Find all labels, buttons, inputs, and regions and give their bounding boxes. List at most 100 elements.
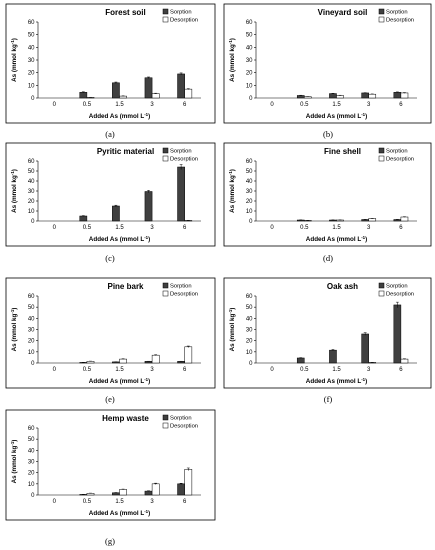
sorption-bar: [112, 361, 120, 364]
y-tick-label: 0: [31, 96, 35, 102]
sorption-bar: [296, 95, 305, 99]
legend-label: Sorption: [386, 149, 408, 155]
x-tick-label: 3: [367, 367, 371, 373]
x-tick-label: 0: [53, 367, 57, 373]
y-tick-label: 60: [246, 159, 253, 165]
x-tick-label: 0.5: [300, 102, 309, 108]
desorption-bar: [184, 469, 193, 496]
legend-swatch-sorption: [162, 8, 169, 15]
sorption-bar: [144, 490, 153, 496]
panel-frame: [5, 409, 216, 521]
y-axis-title: As (mmol kg-1): [228, 308, 236, 352]
sorption-bar: [112, 82, 120, 99]
y-tick-label: 30: [246, 328, 253, 334]
desorption-bar: [184, 346, 193, 364]
y-tick-label: 0: [249, 96, 253, 102]
chart-title: Pyritic material: [97, 147, 154, 156]
chart-panel: 0 10 20 30 40 50 60 As (mmol kg-1) 0 0.5 1.5 3 6 Adde…: [5, 277, 216, 389]
sorption-bar: [177, 166, 185, 222]
panel-frame: [5, 277, 216, 389]
y-tick-label: 10: [246, 209, 253, 215]
sorption-bar: [361, 92, 369, 99]
sorption-bar: [361, 219, 369, 222]
panel-caption: (a): [105, 129, 115, 139]
x-axis-title: Added As (mmol L-1): [89, 509, 150, 517]
x-tick-label: 6: [183, 102, 187, 108]
x-tick-label: 0: [53, 225, 57, 231]
legend-label: Desorption: [170, 292, 198, 298]
legend-label: Sorption: [170, 416, 192, 422]
sorption-bar: [112, 205, 120, 222]
y-tick-label: 20: [246, 339, 253, 345]
legend-label: Desorption: [386, 292, 414, 298]
y-tick-label: 40: [28, 316, 35, 322]
x-axis-title: Added As (mmol L-1): [89, 377, 150, 385]
panel-caption: (g): [105, 536, 115, 546]
panel-caption: (b): [323, 129, 333, 139]
x-axis-title: Added As (mmol L-1): [89, 112, 150, 120]
x-tick-label: 6: [399, 225, 403, 231]
panel-caption: (d): [323, 253, 333, 263]
y-axis-title: As (mmol kg-1): [10, 169, 18, 213]
legend-swatch-desorption: [162, 16, 169, 23]
chart-title: Fine shell: [324, 147, 361, 156]
legend-label: Desorption: [170, 424, 198, 430]
x-tick-label: 6: [399, 102, 403, 108]
chart-title: Hemp waste: [102, 414, 149, 423]
desorption-bar: [151, 354, 160, 364]
x-tick-label: 6: [183, 499, 187, 505]
y-tick-label: 50: [246, 169, 253, 175]
y-axis-title: As (mmol kg-1): [10, 308, 18, 352]
sorption-bar: [296, 357, 305, 364]
sorption-bar: [393, 304, 402, 364]
desorption-bar: [336, 95, 344, 99]
chart-title: Forest soil: [105, 8, 145, 17]
desorption-bar: [184, 88, 193, 99]
chart-title: Oak ash: [327, 282, 358, 291]
y-tick-label: 30: [246, 58, 253, 64]
y-tick-label: 30: [246, 189, 253, 195]
desorption-bar: [400, 358, 409, 364]
x-tick-label: 0: [270, 367, 274, 373]
desorption-bar: [119, 358, 127, 364]
x-axis-title: Added As (mmol L-1): [306, 112, 367, 120]
legend-swatch-desorption: [378, 290, 385, 297]
y-tick-label: 40: [246, 45, 253, 51]
y-tick-label: 10: [28, 209, 35, 215]
sorption-bar: [361, 333, 369, 364]
sorption-bar: [112, 492, 120, 496]
y-tick-label: 50: [28, 169, 35, 175]
chart-panel: 0 10 20 30 40 50 60 As (mmol kg-1) 0 0.5 1.5 3 6 Adde…: [223, 277, 432, 389]
x-tick-label: 0.5: [83, 499, 92, 505]
legend-label: Sorption: [386, 10, 408, 16]
legend-swatch-desorption: [162, 155, 169, 162]
legend-swatch-sorption: [378, 282, 385, 289]
y-tick-label: 60: [28, 159, 35, 165]
sorption-bar: [177, 73, 185, 99]
legend-swatch-sorption: [162, 282, 169, 289]
panel-frame: [223, 3, 432, 124]
legend-swatch-sorption: [162, 147, 169, 154]
chart-panel: 0 10 20 30 40 50 60 As (mmol kg-1) 0 0.5 1.5 3 6 Adde…: [5, 142, 216, 247]
chart-title: Pine bark: [107, 282, 144, 291]
x-tick-label: 0.5: [83, 367, 92, 373]
sorption-bar: [329, 349, 337, 364]
legend-swatch-desorption: [162, 290, 169, 297]
desorption-bar: [304, 96, 312, 99]
x-axis-title: Added As (mmol L-1): [306, 377, 367, 385]
sorption-bar: [393, 219, 402, 222]
y-tick-label: 60: [28, 294, 35, 300]
legend-label: Sorption: [170, 10, 192, 16]
sorption-bar: [144, 361, 153, 364]
x-tick-label: 3: [367, 225, 371, 231]
desorption-bar: [400, 92, 409, 99]
desorption-bar: [119, 489, 127, 496]
sorption-bar: [177, 361, 185, 364]
x-tick-label: 0: [270, 102, 274, 108]
y-axis-title: As (mmol kg-1): [228, 38, 236, 82]
x-axis-title: Added As (mmol L-1): [306, 235, 367, 243]
x-tick-label: 0.5: [83, 102, 92, 108]
sorption-bar: [144, 77, 153, 99]
chart-title: Vineyard soil: [318, 8, 368, 17]
